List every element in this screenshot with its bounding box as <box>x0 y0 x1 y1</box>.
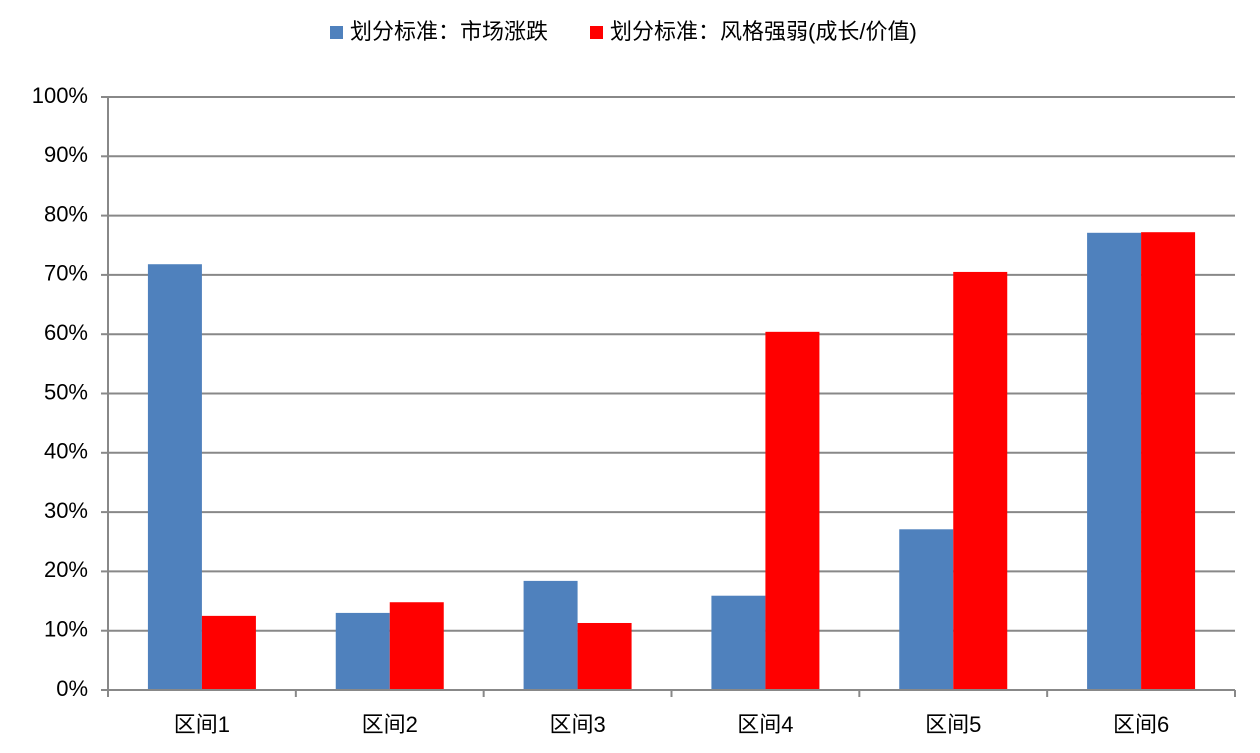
y-tick-label: 100% <box>32 83 88 108</box>
y-tick-label: 10% <box>44 617 88 642</box>
y-tick-label: 70% <box>44 261 88 286</box>
y-tick-label: 0% <box>56 676 88 701</box>
y-tick-label: 80% <box>44 201 88 226</box>
y-tick-label: 90% <box>44 142 88 167</box>
bar <box>711 595 766 690</box>
x-tick-label: 区间1 <box>174 712 230 737</box>
bar <box>1087 232 1142 690</box>
x-tick-label: 区间2 <box>362 712 418 737</box>
x-tick-label: 区间3 <box>549 712 605 737</box>
bar <box>765 331 820 690</box>
bar <box>147 264 202 690</box>
x-tick-label: 区间4 <box>737 712 793 737</box>
legend-swatch <box>590 26 603 39</box>
bar <box>523 580 578 690</box>
bar <box>335 612 390 690</box>
y-tick-label: 30% <box>44 498 88 523</box>
x-tick-label: 区间5 <box>925 712 981 737</box>
bar <box>577 622 632 690</box>
legend-label: 划分标准：市场涨跌 <box>350 19 548 44</box>
y-tick-label: 50% <box>44 379 88 404</box>
x-tick-label: 区间6 <box>1113 712 1169 737</box>
bar <box>899 529 954 690</box>
bar <box>201 615 256 690</box>
legend-label: 划分标准：风格强弱(成长/价值) <box>610 19 917 44</box>
y-tick-label: 40% <box>44 439 88 464</box>
bar <box>1141 232 1196 691</box>
y-tick-label: 60% <box>44 320 88 345</box>
bar <box>953 271 1008 690</box>
y-tick-label: 20% <box>44 557 88 582</box>
legend-swatch <box>330 26 343 39</box>
bar <box>389 602 444 690</box>
